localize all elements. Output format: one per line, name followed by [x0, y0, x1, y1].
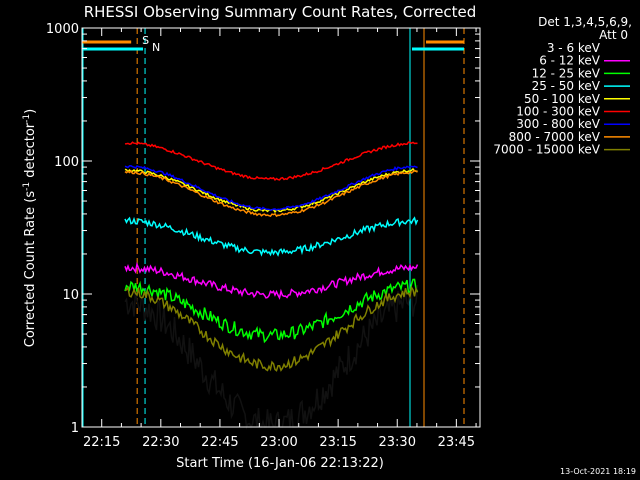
legend-label-9: 7000 - 15000 keV [493, 143, 600, 157]
x-tick-label-3: 23:00 [260, 435, 297, 450]
legend-header-line2: Att 0 [599, 28, 628, 42]
y-axis-label-part3: ) [23, 109, 38, 114]
legend-label-4: 25 - 50 keV [532, 79, 601, 93]
series-line-1 [124, 285, 419, 430]
y-axis-label: Corrected Count Rate (s-1 detector-1) [22, 109, 38, 347]
series-line-6 [124, 141, 418, 182]
y-axis-label-sup1: -1 [22, 182, 32, 191]
series-line-7 [124, 165, 418, 212]
y-tick-label-0: 1 [71, 421, 79, 436]
y-tick-label-1: 10 [62, 288, 79, 303]
y-tick-label-2: 100 [54, 155, 79, 170]
series-line-2 [124, 261, 419, 300]
x-tick-label-0: 22:15 [83, 435, 120, 450]
legend-label-2: 6 - 12 keV [539, 54, 601, 68]
saa-marker-label: S [142, 34, 149, 47]
x-tick-label-4: 23:15 [319, 435, 356, 450]
y-axis-label-part1: Corrected Count Rate (s [23, 191, 38, 348]
legend-label-3: 12 - 25 keV [532, 66, 601, 80]
x-axis-label: Start Time (16-Jan-06 22:13:22) [176, 456, 384, 471]
series-line-9 [124, 285, 419, 372]
chart-title: RHESSI Observing Summary Count Rates, Co… [84, 3, 477, 21]
series-line-3 [124, 278, 419, 344]
y-tick-label-3: 1000 [46, 22, 79, 37]
x-tick-label-2: 22:45 [201, 435, 238, 450]
series-layer [124, 141, 419, 430]
legend-label-8: 800 - 7000 keV [509, 130, 601, 144]
x-tick-label-1: 22:30 [142, 435, 179, 450]
legend-label-5: 50 - 100 keV [524, 92, 601, 106]
y-axis-label-sup2: -1 [22, 114, 32, 123]
marker-lines: SN [82, 28, 465, 427]
night-marker-label: N [152, 41, 160, 54]
x-tick-label-6: 23:45 [438, 435, 475, 450]
legend-label-6: 100 - 300 keV [516, 105, 600, 119]
x-axis: 22:15 22:30 22:45 23:00 23:15 23:30 23:45 [81, 28, 477, 450]
series-line-4 [124, 216, 419, 257]
series-line-8 [124, 169, 418, 218]
legend-label-1: 3 - 6 keV [547, 41, 601, 55]
x-tick-label-5: 23:30 [379, 435, 416, 450]
legend-label-7: 300 - 800 keV [516, 117, 600, 131]
plot-frame [81, 27, 481, 428]
y-axis: 1 10 100 1000 [46, 22, 480, 436]
y-axis-label-part2: detector [23, 122, 38, 182]
generation-timestamp: 13-Oct-2021 18:19 [560, 467, 636, 476]
legend-header-line1: Det 1,3,4,5,6,9, [538, 15, 632, 29]
